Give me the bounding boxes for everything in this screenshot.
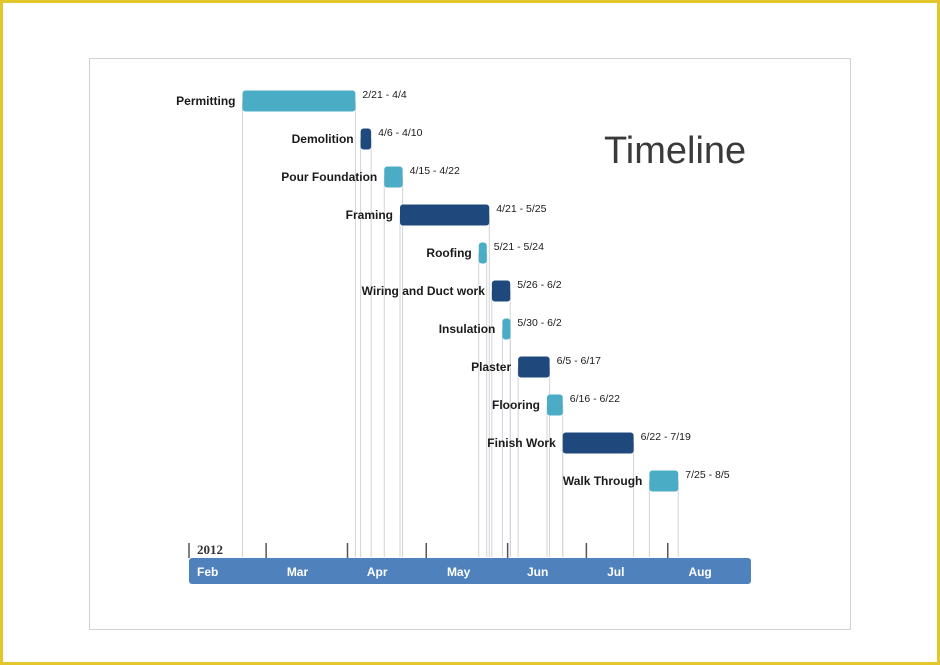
- task-bar: [502, 318, 511, 340]
- task-bar: [360, 128, 372, 150]
- task-bar: [547, 394, 563, 416]
- task-name-label: Finish Work: [487, 436, 556, 450]
- task-name-label: Walk Through: [563, 474, 643, 488]
- month-label: Mar: [287, 565, 309, 579]
- task-name-label: Framing: [346, 208, 393, 222]
- task-date-label: 5/21 - 5/24: [494, 241, 544, 253]
- month-label: Jun: [527, 565, 548, 579]
- task-date-label: 6/5 - 6/17: [557, 355, 602, 367]
- task-bar: [478, 242, 487, 264]
- task-name-label: Flooring: [492, 398, 540, 412]
- month-label: Jul: [607, 565, 624, 579]
- task-date-label: 4/21 - 5/25: [496, 203, 546, 215]
- task-date-label: 2/21 - 4/4: [362, 89, 407, 101]
- task-bar: [400, 204, 490, 226]
- task-bar: [491, 280, 511, 302]
- month-label: Apr: [367, 565, 388, 579]
- gantt-chart: Permitting 2/21 - 4/4 Demolition 4/6 - 4/10…: [176, 89, 751, 584]
- axis-bar: [189, 558, 751, 584]
- task-bar: [384, 166, 403, 188]
- timeline-slide: Permitting 2/21 - 4/4 Demolition 4/6 - 4/10…: [89, 58, 851, 630]
- task-name-label: Roofing: [426, 246, 471, 260]
- task-date-label: 4/6 - 4/10: [378, 127, 423, 139]
- task-name-label: Permitting: [176, 94, 235, 108]
- task-name-label: Insulation: [439, 322, 496, 336]
- task-date-label: 6/16 - 6/22: [570, 393, 620, 405]
- month-label: Aug: [688, 565, 711, 579]
- task-name-label: Pour Foundation: [281, 170, 377, 184]
- task-bar: [562, 432, 634, 454]
- chart-title: Timeline: [604, 130, 746, 172]
- task-date-label: 5/26 - 6/2: [517, 279, 562, 291]
- task-date-label: 7/25 - 8/5: [685, 469, 730, 481]
- month-axis: 2012 Feb Mar Apr May Jun Jul Aug: [188, 542, 751, 584]
- task-bar: [518, 356, 550, 378]
- task-name-label: Plaster: [471, 360, 511, 374]
- task-date-label: 6/22 - 7/19: [641, 431, 691, 443]
- month-label: May: [447, 565, 471, 579]
- task-bar: [649, 470, 679, 492]
- task-bar: [242, 90, 356, 112]
- month-label: Feb: [197, 565, 218, 579]
- task-date-label: 5/30 - 6/2: [517, 317, 562, 329]
- year-label: 2012: [197, 542, 223, 557]
- task-bars: Permitting 2/21 - 4/4 Demolition 4/6 - 4/10…: [176, 89, 730, 492]
- task-name-label: Demolition: [292, 132, 354, 146]
- task-name-label: Wiring and Duct work: [362, 284, 486, 298]
- task-date-label: 4/15 - 4/22: [410, 165, 460, 177]
